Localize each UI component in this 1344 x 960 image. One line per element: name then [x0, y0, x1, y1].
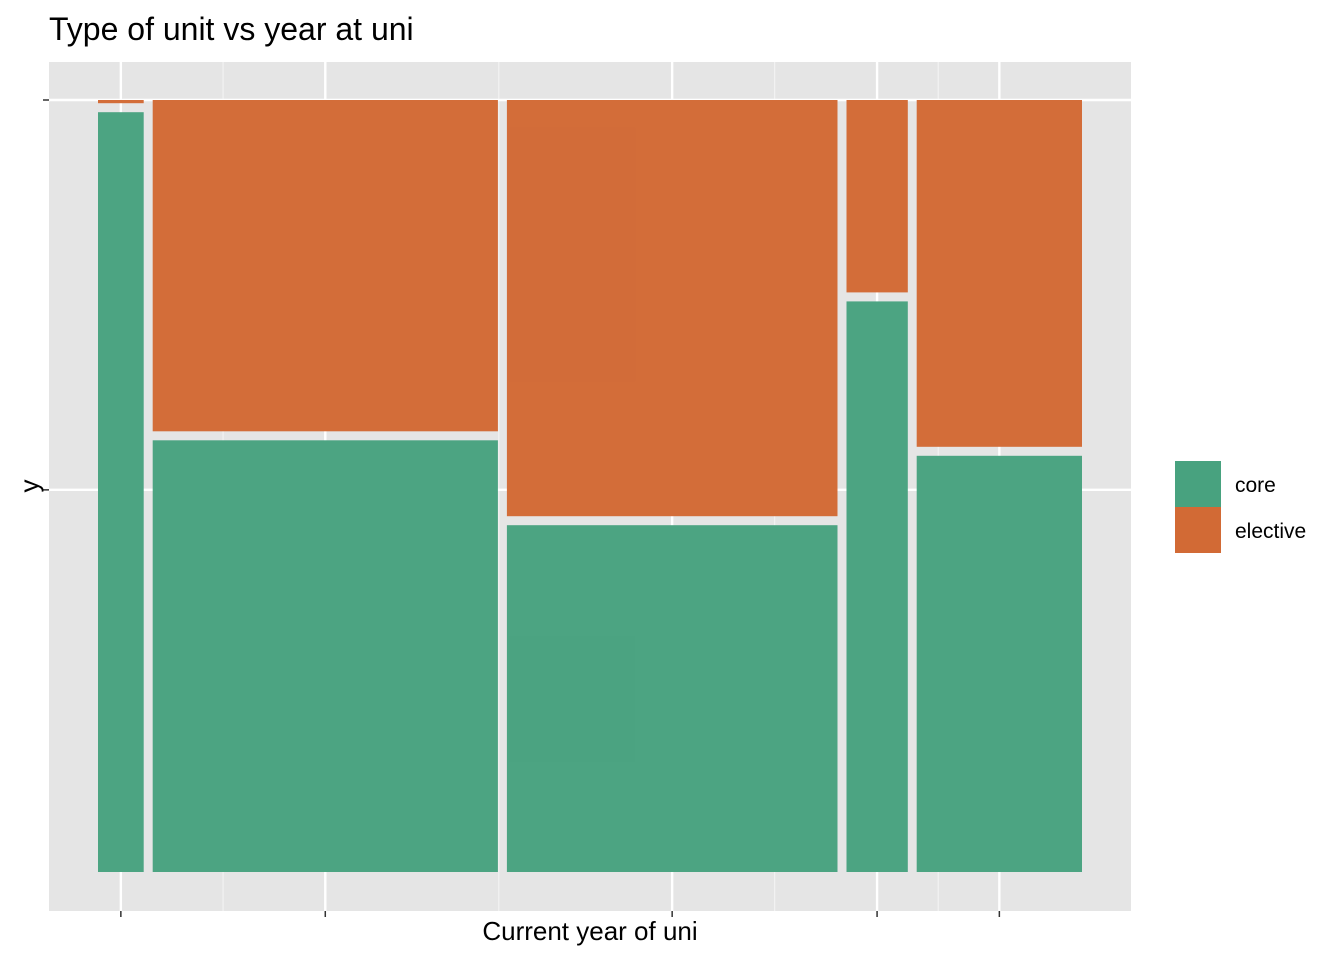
tile-core-col-3 [506, 525, 838, 872]
legend-label-core: core [1235, 474, 1276, 497]
y-axis-label: y [14, 480, 44, 493]
tile-core-col-4 [846, 301, 908, 872]
legend: core elective [1175, 461, 1306, 553]
legend-key-elective [1175, 507, 1221, 553]
chart-title: Type of unit vs year at uni [49, 11, 414, 47]
tile-elective-col-5 [916, 100, 1082, 447]
tile-core-col-1 [98, 112, 144, 872]
mosaic-tiles [98, 100, 1082, 872]
tile-elective-col-2 [152, 100, 498, 432]
x-axis-label: Current year of uni [482, 916, 697, 946]
legend-key-core [1175, 461, 1221, 507]
tile-elective-col-3 [506, 100, 838, 517]
tile-core-col-2 [152, 440, 498, 872]
legend-label-elective: elective [1235, 520, 1306, 543]
tile-elective-col-1 [98, 100, 144, 104]
tile-core-col-5 [916, 455, 1082, 872]
tile-elective-col-4 [846, 100, 908, 293]
